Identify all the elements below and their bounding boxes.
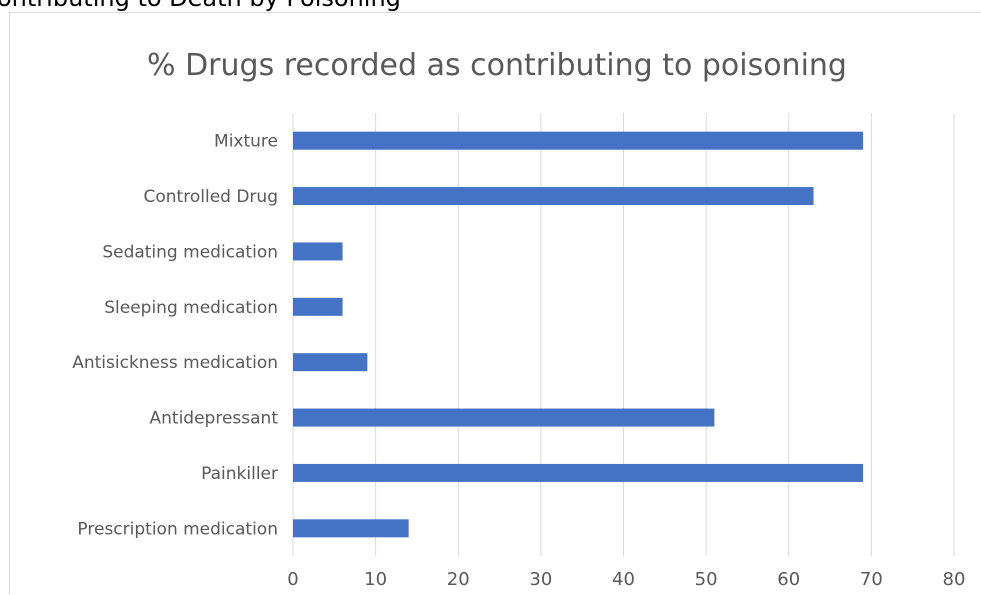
bar <box>293 242 343 261</box>
category-labels: Mixture Controlled Drug Sedating medicatio… <box>72 132 278 540</box>
category-label: Mixture <box>214 132 278 152</box>
x-tick-label: 70 <box>860 569 883 590</box>
x-tick-label: 60 <box>777 569 800 590</box>
category-label: Sedating medication <box>102 242 278 262</box>
category-label: Controlled Drug <box>144 187 278 207</box>
x-tick-label: 80 <box>943 569 966 590</box>
bar <box>293 463 864 482</box>
page-heading: ontributing to Death by Poisoning <box>0 0 401 12</box>
bar <box>293 408 715 427</box>
x-tick-label: 50 <box>695 569 718 590</box>
category-label: Antidepressant <box>150 409 279 429</box>
bar <box>293 131 864 150</box>
x-tick-label: 40 <box>612 569 635 590</box>
bar-chart: % Drugs recorded as contributing to pois… <box>72 48 965 590</box>
bar <box>293 519 409 538</box>
x-tick-label: 10 <box>364 569 387 590</box>
bar <box>293 353 368 372</box>
category-label: Painkiller <box>201 464 278 484</box>
x-tick-label: 30 <box>529 569 552 590</box>
grid-lines <box>292 113 955 556</box>
x-tick-label: 20 <box>447 569 470 590</box>
category-label: Prescription medication <box>77 519 278 539</box>
category-label: Sleeping medication <box>104 298 278 318</box>
x-tick-label: 0 <box>287 569 298 590</box>
category-label: Antisickness medication <box>72 353 278 373</box>
bar <box>293 187 814 206</box>
x-tick-labels: 0 10 20 30 40 50 60 70 80 <box>287 569 965 590</box>
bar <box>293 297 343 316</box>
chart-title: % Drugs recorded as contributing to pois… <box>147 48 847 83</box>
chart-frame: % Drugs recorded as contributing to pois… <box>9 12 981 594</box>
bars <box>293 131 864 538</box>
